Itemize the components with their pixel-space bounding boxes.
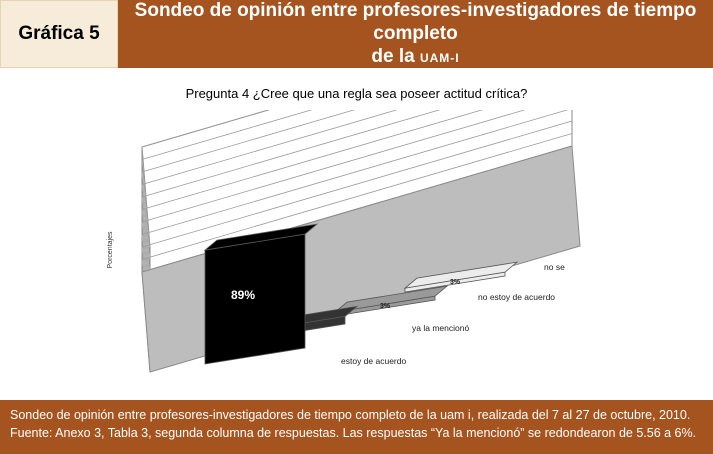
footnote-source: Fuente: Anexo 3, Tabla 3, segunda column… — [10, 426, 697, 440]
bar-3: 3% — [403, 261, 519, 293]
chart-footnote: Sondeo de opinión entre profesores-inves… — [0, 400, 713, 454]
chart-title: Sondeo de opinión entre profesores-inves… — [118, 0, 713, 68]
footnote-survey: Sondeo de opinión entre profesores-inves… — [10, 408, 691, 422]
bar-0: 89% — [203, 223, 319, 365]
survey-question: Pregunta 4 ¿Cree que una regla sea posee… — [185, 86, 528, 101]
gridline — [141, 110, 526, 223]
gridline — [141, 110, 483, 210]
chart-title-institution: UAM-I — [419, 50, 460, 65]
gridline — [141, 110, 398, 185]
chart-title-prefix: de la — [371, 45, 420, 67]
bar-top-face — [403, 261, 519, 289]
gridline — [141, 171, 151, 273]
gridline — [141, 184, 151, 285]
gridline — [141, 133, 573, 260]
gridline — [141, 120, 573, 248]
gridline — [141, 110, 270, 148]
bar-value-label: 3% — [380, 303, 391, 310]
chart-title-line2: de la UAM-I — [371, 45, 459, 70]
gridline — [141, 110, 313, 160]
gridline — [141, 146, 151, 248]
bar-top-face — [333, 285, 449, 313]
gridline — [141, 159, 151, 260]
category-label: no se — [544, 262, 565, 272]
gridline — [141, 110, 441, 198]
bar-2: 3% — [333, 285, 449, 317]
category-label: ya la mencionó — [412, 323, 469, 333]
bar-value-label: 89% — [231, 288, 255, 302]
chart-title-line1: Sondeo de opinión entre profesores-inves… — [134, 0, 697, 44]
bar-value-label: 3% — [450, 279, 461, 286]
gridline — [141, 110, 569, 235]
category-label: no estoy de acuerdo — [478, 292, 555, 302]
y-axis-label: Porcentajes — [107, 231, 114, 268]
gridline — [141, 110, 356, 173]
category-label: estoy de acuerdo — [341, 356, 406, 366]
chart-number-label: Gráfica 5 — [0, 0, 118, 68]
bar-top-face — [203, 223, 319, 251]
